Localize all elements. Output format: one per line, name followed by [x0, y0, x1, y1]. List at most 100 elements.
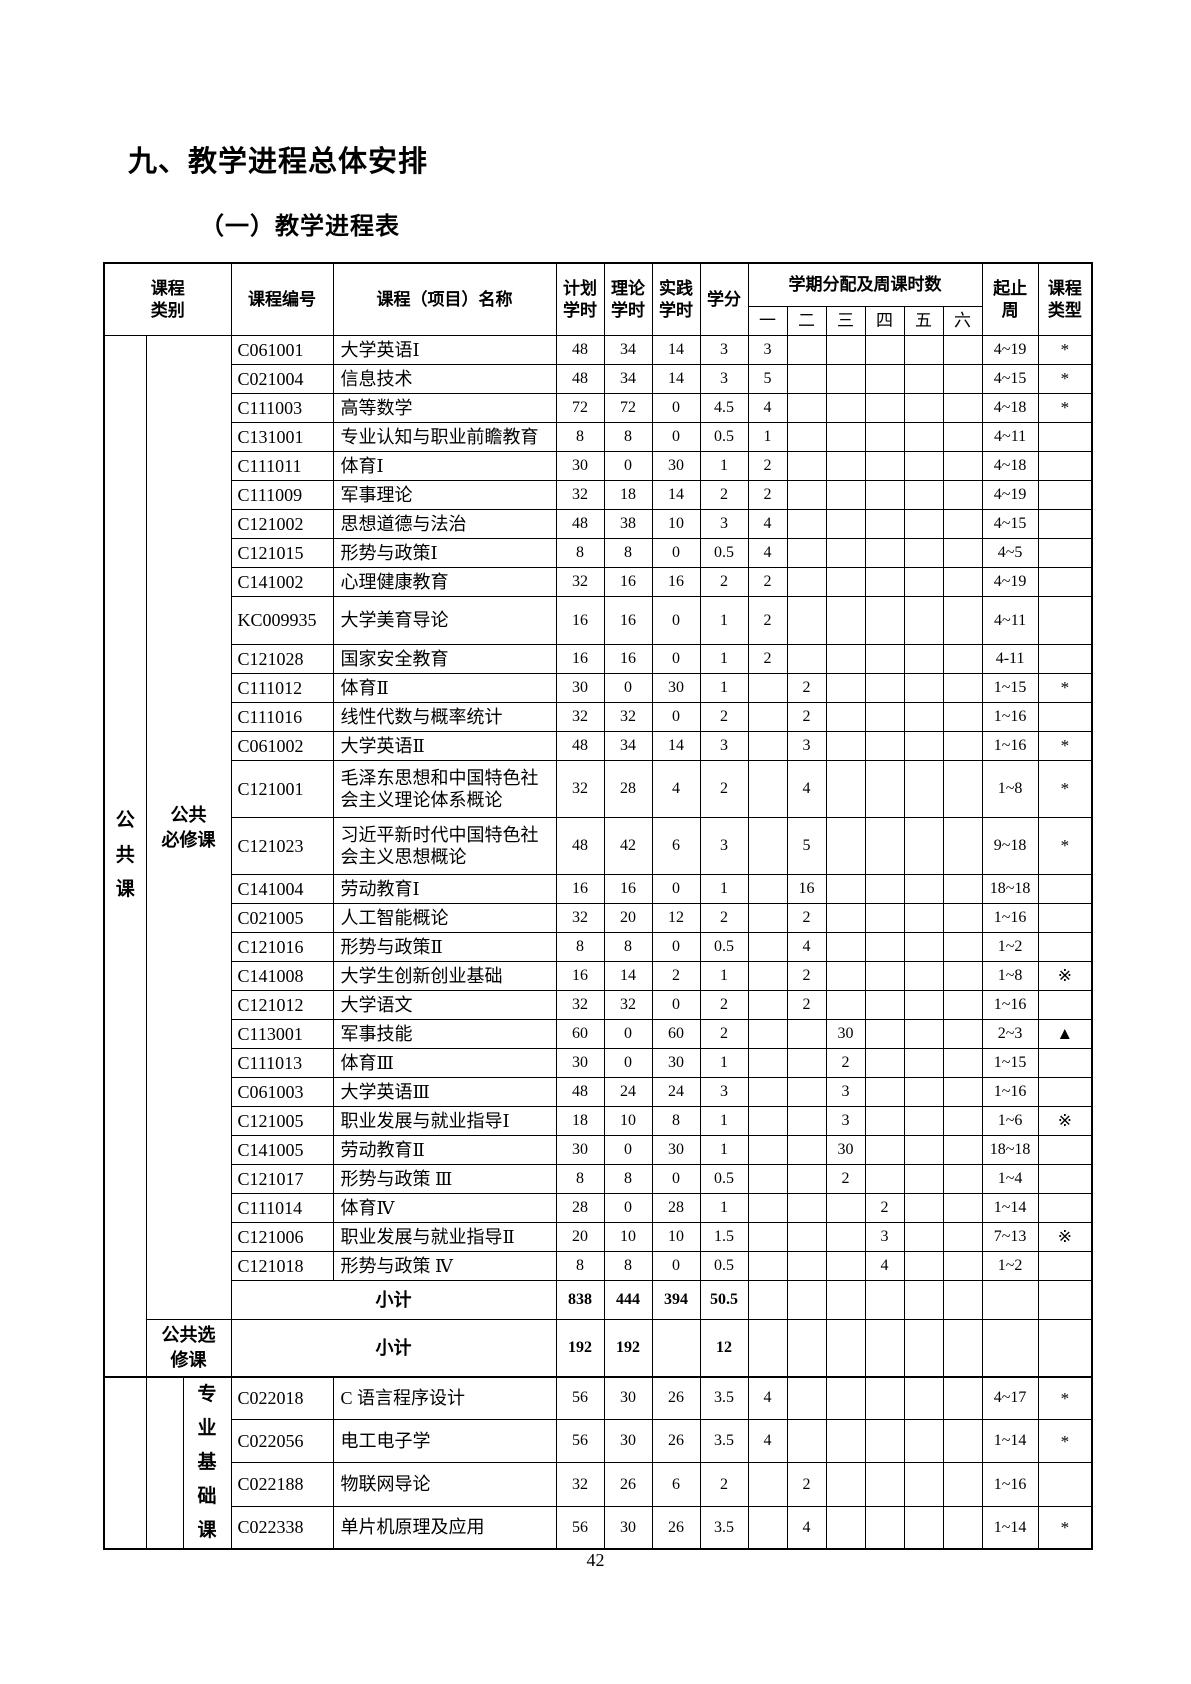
credits-cell: 3.5 — [699, 1505, 749, 1550]
course-name-cell: 大学英语Ⅱ — [332, 731, 557, 761]
page-number: 42 — [586, 1550, 605, 1570]
theory-hours-cell: 30 — [603, 1505, 653, 1550]
credits-cell: 1 — [699, 961, 749, 991]
semester-4-cell — [864, 903, 905, 933]
semester-3-cell — [825, 567, 866, 597]
course-type-cell — [1037, 1164, 1093, 1194]
semester-2-cell — [786, 1375, 827, 1421]
weeks-cell: 4~11 — [981, 422, 1039, 452]
semester-5-cell — [903, 1280, 944, 1320]
planned-hours-cell: 8 — [555, 538, 605, 568]
planned-hours-cell: 48 — [555, 817, 605, 875]
semester-1-cell: 2 — [747, 567, 788, 597]
theory-hours-cell: 0 — [603, 1193, 653, 1223]
col-header-weeks: 起止 周 — [981, 262, 1039, 336]
semester-5-cell — [903, 1319, 944, 1377]
theory-hours-cell: 32 — [603, 702, 653, 732]
course-row: C061002 大学英语Ⅱ 48 34 14 3 3 1~16 * — [104, 731, 1093, 761]
semester-2-cell — [786, 451, 827, 481]
credits-cell: 1 — [699, 596, 749, 645]
semester-3-cell — [825, 961, 866, 991]
semester-4-cell — [864, 480, 905, 510]
semester-6-cell — [942, 1135, 983, 1165]
practice-hours-cell: 14 — [651, 335, 701, 365]
semester-5-cell — [903, 1193, 944, 1223]
table-header-row: 课程 类别 课程编号 课程（项目）名称 计划 学时 理论 学时 实践 学时 学分… — [103, 262, 1093, 336]
semester-5-cell — [903, 1505, 944, 1550]
weeks-cell: 4~11 — [981, 596, 1039, 645]
planned-hours-cell: 192 — [555, 1319, 605, 1377]
weeks-cell: 1~14 — [981, 1505, 1039, 1550]
course-row: C111014 体育Ⅳ 28 0 28 1 2 1~14 — [104, 1193, 1093, 1223]
credits-cell: 4.5 — [699, 393, 749, 423]
credits-cell: 2 — [699, 903, 749, 933]
semester-6-cell — [942, 451, 983, 481]
course-code-cell: C113001 — [230, 1019, 334, 1049]
practice-hours-cell: 0 — [651, 422, 701, 452]
course-type-cell — [1037, 990, 1093, 1020]
semester-3-cell — [825, 874, 866, 904]
course-name-cell: 体育Ⅰ — [332, 451, 557, 481]
course-name-cell: 毛泽东思想和中国特色社会主义理论体系概论 — [332, 760, 557, 818]
practice-hours-cell: 0 — [651, 702, 701, 732]
theory-hours-cell: 38 — [603, 509, 653, 539]
weeks-cell: 9~18 — [981, 817, 1039, 875]
planned-hours-cell: 30 — [555, 1048, 605, 1078]
course-row: C121023 习近平新时代中国特色社会主义思想概论 48 42 6 3 5 9~18 * — [104, 817, 1093, 875]
semester-5-cell — [903, 538, 944, 568]
semester-6-cell — [942, 1048, 983, 1078]
course-name-cell: 劳动教育Ⅰ — [332, 874, 557, 904]
course-code-cell: C121016 — [230, 932, 334, 962]
credits-cell: 3.5 — [699, 1419, 749, 1464]
course-type-cell: ※ — [1037, 961, 1093, 991]
semester-6-cell — [942, 760, 983, 818]
course-type-cell: * — [1037, 731, 1093, 761]
semester-3-cell — [825, 480, 866, 510]
semester-3-cell — [825, 1251, 866, 1281]
course-name-cell: 物联网导论 — [332, 1462, 557, 1507]
semester-2-cell: 5 — [786, 817, 827, 875]
planned-hours-cell: 8 — [555, 1251, 605, 1281]
semester-3-cell — [825, 731, 866, 761]
course-row: C121001 毛泽东思想和中国特色社会主义理论体系概论 32 28 4 2 4 1~8 * — [104, 760, 1093, 818]
semester-4-cell — [864, 567, 905, 597]
semester-4-cell — [864, 760, 905, 818]
course-row: C141008 大学生创新创业基础 16 14 2 1 2 1~8 ※ — [104, 961, 1093, 991]
course-type-cell: * — [1037, 1375, 1093, 1421]
teaching-schedule-table: 课程 类别 课程编号 课程（项目）名称 计划 学时 理论 学时 实践 学时 学分… — [103, 262, 1094, 1551]
theory-hours-cell: 192 — [603, 1319, 653, 1377]
semester-2-cell — [786, 567, 827, 597]
theory-hours-cell: 32 — [603, 990, 653, 1020]
semester-6-cell — [942, 1375, 983, 1421]
semester-2-cell: 3 — [786, 731, 827, 761]
course-type-cell — [1037, 874, 1093, 904]
theory-hours-cell: 0 — [603, 1135, 653, 1165]
weeks-cell: 2~3 — [981, 1019, 1039, 1049]
semester-6-cell — [942, 1164, 983, 1194]
course-code-cell: C111012 — [230, 673, 334, 703]
practice-hours-cell: 0 — [651, 1251, 701, 1281]
planned-hours-cell: 48 — [555, 509, 605, 539]
planned-hours-cell: 32 — [555, 480, 605, 510]
semester-5-cell — [903, 1251, 944, 1281]
semester-4-cell — [864, 1164, 905, 1194]
semester-2-cell: 4 — [786, 1505, 827, 1550]
course-name-cell: 形势与政策 Ⅲ — [332, 1164, 557, 1194]
semester-6-cell — [942, 644, 983, 674]
semester-6-cell — [942, 567, 983, 597]
semester-1-cell — [747, 1048, 788, 1078]
course-code-cell: C121017 — [230, 1164, 334, 1194]
course-name-cell: 大学生创新创业基础 — [332, 961, 557, 991]
semester-2-cell — [786, 1135, 827, 1165]
course-name-cell: 体育Ⅱ — [332, 673, 557, 703]
planned-hours-cell: 16 — [555, 644, 605, 674]
theory-hours-cell: 14 — [603, 961, 653, 991]
course-name-cell: 形势与政策 Ⅳ — [332, 1251, 557, 1281]
semester-2-cell — [786, 1106, 827, 1136]
semester-4-cell — [864, 1019, 905, 1049]
course-name-cell: 单片机原理及应用 — [332, 1505, 557, 1550]
category-empty-mid — [145, 1375, 184, 1550]
course-code-cell: C141008 — [230, 961, 334, 991]
planned-hours-cell: 32 — [555, 903, 605, 933]
course-name-cell: 思想道德与法治 — [332, 509, 557, 539]
